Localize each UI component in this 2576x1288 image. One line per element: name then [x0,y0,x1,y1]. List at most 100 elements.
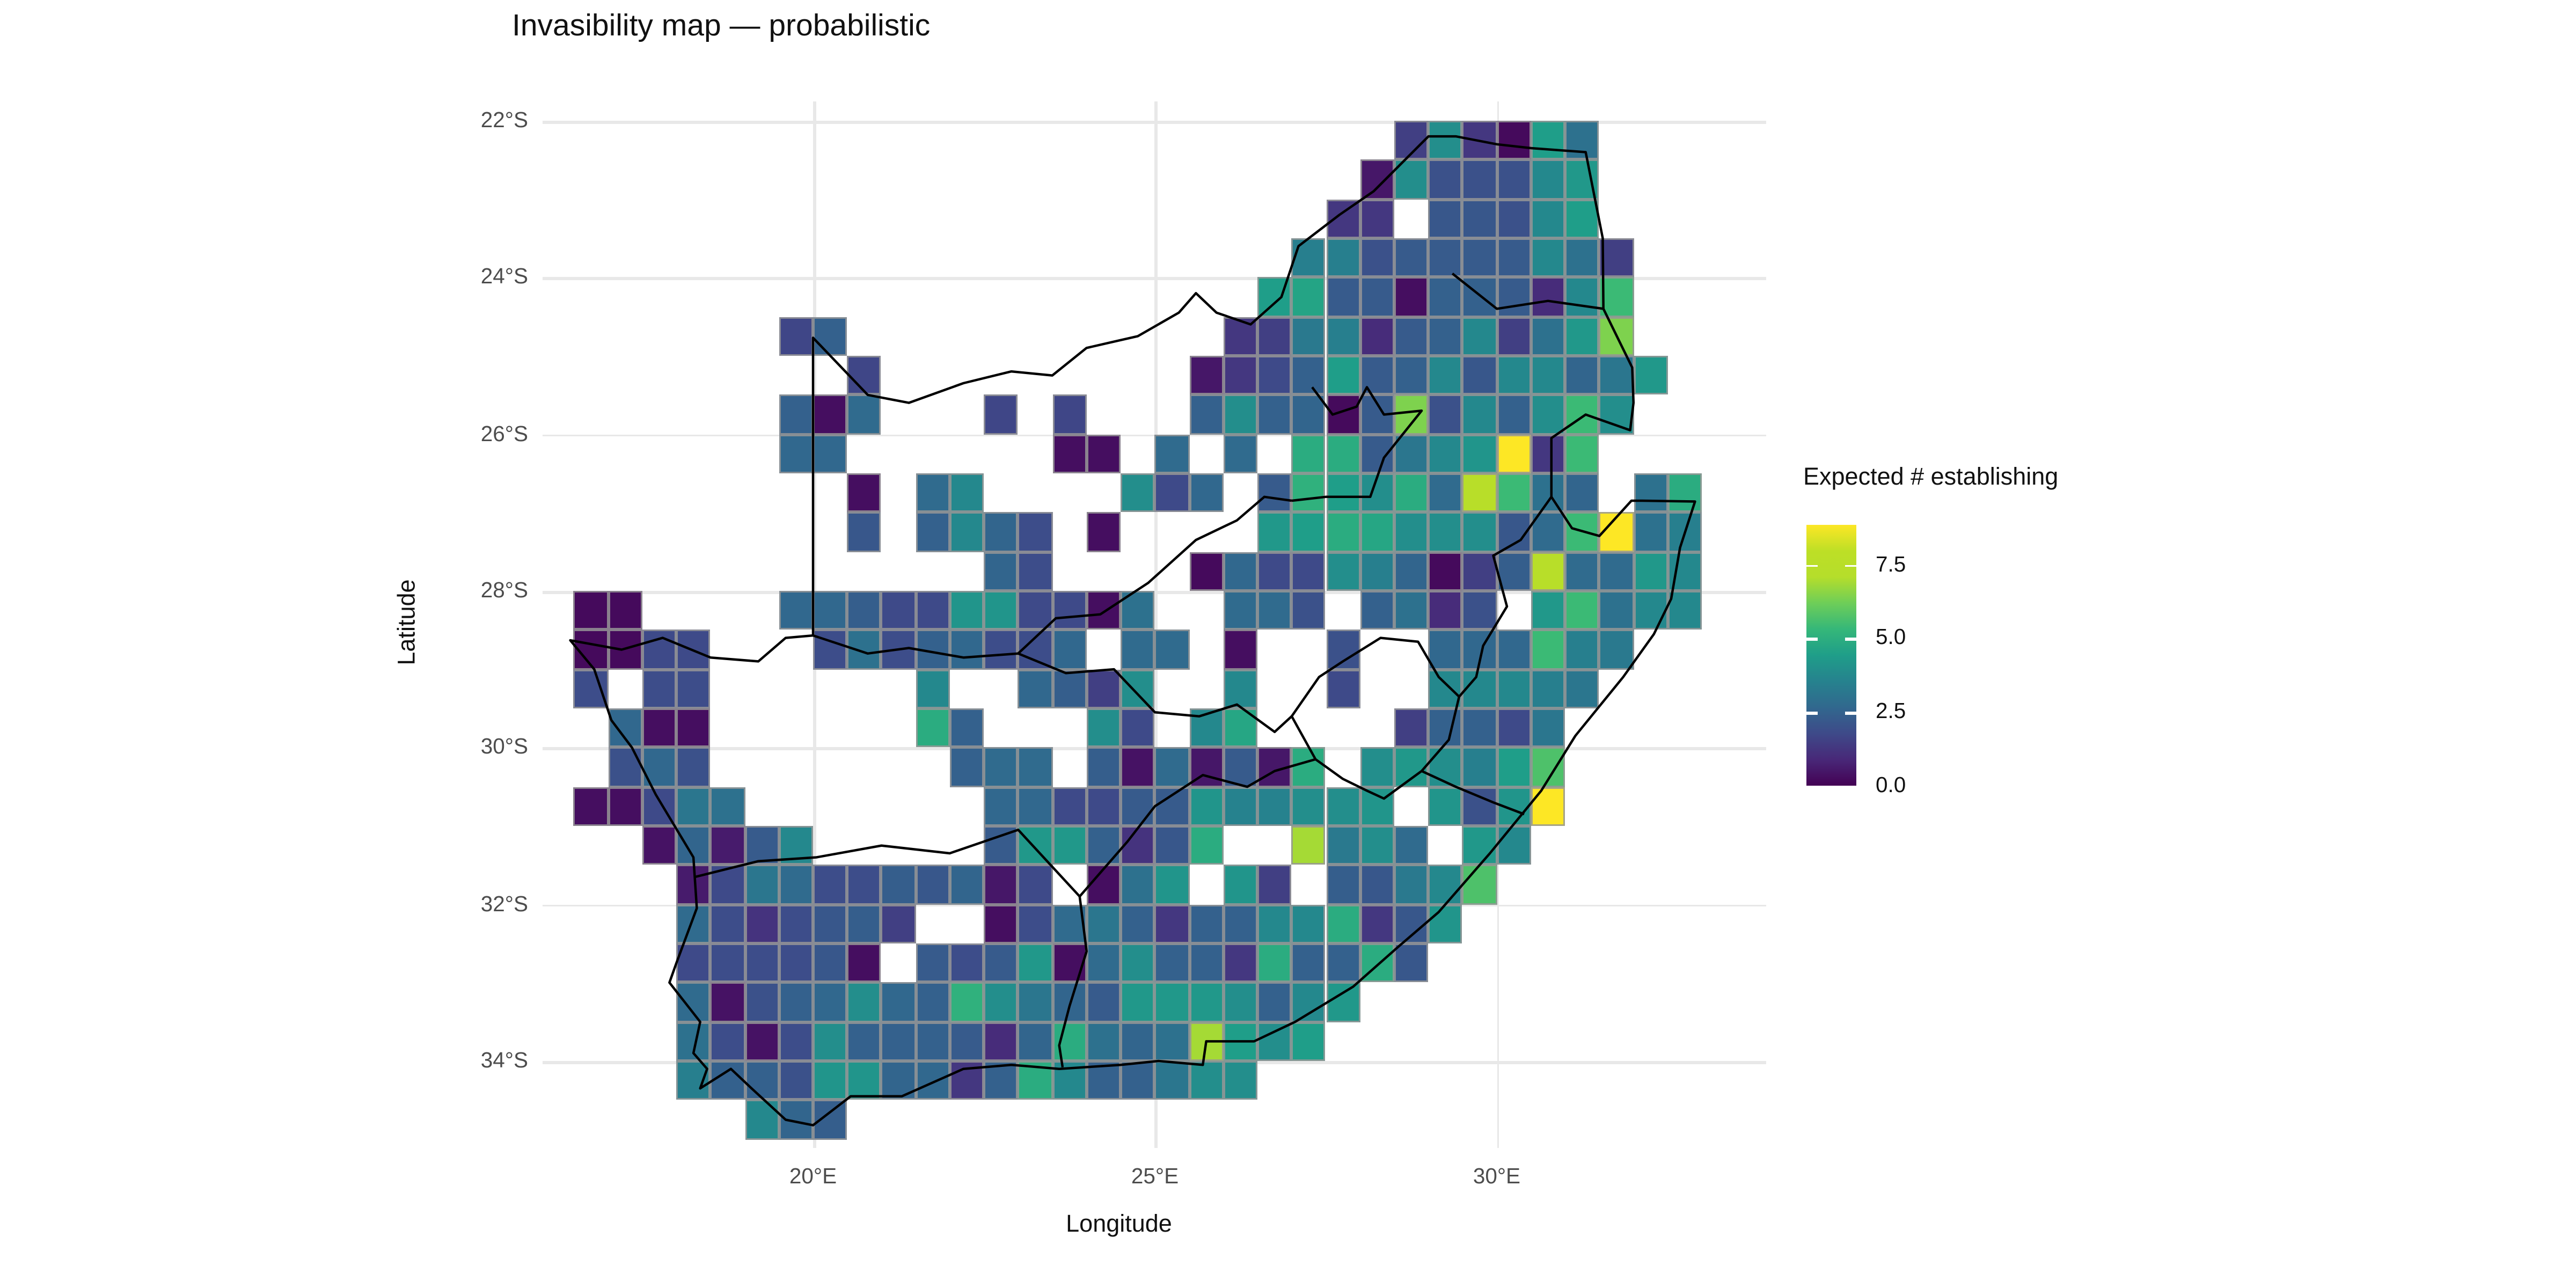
heatmap-cell [1154,630,1189,669]
heatmap-cell [1257,982,1292,1022]
heatmap-cell [1428,121,1463,160]
heatmap-cell [1291,943,1326,983]
heatmap-cell [1394,434,1429,473]
heatmap-cell [1121,1061,1155,1100]
heatmap-cell [1086,1021,1121,1061]
heatmap-cell [1018,865,1052,904]
heatmap-cell [1496,238,1531,277]
heatmap-cell [1360,904,1394,943]
heatmap-cell [1565,591,1600,630]
heatmap-cell [1086,786,1121,826]
heatmap-cell [1496,356,1531,395]
heatmap-cell [1599,394,1634,434]
heatmap-cell [1394,591,1429,630]
heatmap-cell [1121,826,1155,865]
heatmap-cell [1291,473,1326,513]
heatmap-cell [1018,747,1052,787]
heatmap-cell [1257,786,1292,826]
heatmap-cell [1565,356,1600,395]
heatmap-cell [1018,826,1052,865]
heatmap-cell [949,473,984,513]
heatmap-cell [1462,512,1497,552]
heatmap-cell [710,786,745,826]
heatmap-cell [1018,1021,1052,1061]
heatmap-cell [1394,356,1429,395]
heatmap-cell [1018,904,1052,943]
heatmap-cell [1018,551,1052,591]
heatmap-cell [744,904,779,943]
heatmap-cell [1496,786,1531,826]
heatmap-cell [1121,865,1155,904]
heatmap-cell [813,1021,847,1061]
heatmap-cell [1291,434,1326,473]
heatmap-cell [1223,356,1258,395]
heatmap-cell [1360,826,1394,865]
heatmap-cell [1257,316,1292,356]
heatmap-cell [1599,356,1634,395]
colorbar-legend: Expected # establishing 7.5 5.0 2.5 0.0 [1803,464,2383,797]
heatmap-cell [1360,591,1394,630]
heatmap-cell [1257,747,1292,787]
heatmap-cell [710,1021,745,1061]
heatmap-cell [1462,356,1497,395]
heatmap-cell [1394,512,1429,552]
legend-tick-mark [1845,565,1856,567]
heatmap-cell [1360,512,1394,552]
heatmap-cell [1462,591,1497,630]
heatmap-cell [1496,512,1531,552]
heatmap-cell [847,1021,882,1061]
legend-tick-label: 5.0 [1876,625,1906,650]
heatmap-cell [1086,1061,1121,1100]
heatmap-cell [1326,904,1360,943]
heatmap-cell [1154,473,1189,513]
heatmap-cell [847,512,882,552]
heatmap-cell [984,1021,1019,1061]
heatmap-cell [1291,1021,1326,1061]
heatmap-cell [949,630,984,669]
heatmap-cell [1189,982,1224,1022]
heatmap-cell [1599,630,1634,669]
heatmap-cell [1326,316,1360,356]
heatmap-cell [1531,159,1565,199]
heatmap-cell [1052,943,1087,983]
heatmap-cell [1326,434,1360,473]
heatmap-cell [1360,199,1394,238]
heatmap-cell [1291,277,1326,317]
heatmap-cell [1326,199,1360,238]
heatmap-cell [1496,551,1531,591]
x-tick-20e: 20°E [789,1164,837,1188]
heatmap-cell [1018,669,1052,708]
heatmap-cell [847,591,882,630]
heatmap-cell [1257,394,1292,434]
heatmap-cell [984,1061,1019,1100]
heatmap-cell [1257,1021,1292,1061]
heatmap-cell [574,786,608,826]
heatmap-cell [1291,551,1326,591]
heatmap-cell [1121,630,1155,669]
heatmap-cell [1223,904,1258,943]
heatmap-cell [984,591,1019,630]
heatmap-cell [676,904,711,943]
legend-tick-mark [1806,712,1818,715]
heatmap-cell [1326,786,1360,826]
heatmap-cell [847,630,882,669]
heatmap-cell [1154,865,1189,904]
heatmap-cell [1428,904,1463,943]
heatmap-cell [1326,943,1360,983]
heatmap-cell [779,1100,813,1139]
heatmap-cell [1531,473,1565,513]
heatmap-cell [744,943,779,983]
heatmap-cell [984,747,1019,787]
heatmap-cell [1565,238,1600,277]
heatmap-cell [984,982,1019,1022]
heatmap-cell [984,394,1019,434]
heatmap-cell [608,591,642,630]
heatmap-cell [1086,943,1121,983]
heatmap-cell [1360,865,1394,904]
heatmap-cell [1257,943,1292,983]
y-axis-title: Latitude [393,579,421,665]
heatmap-cell [984,512,1019,552]
heatmap-cell [1086,512,1121,552]
heatmap-cell [813,316,847,356]
